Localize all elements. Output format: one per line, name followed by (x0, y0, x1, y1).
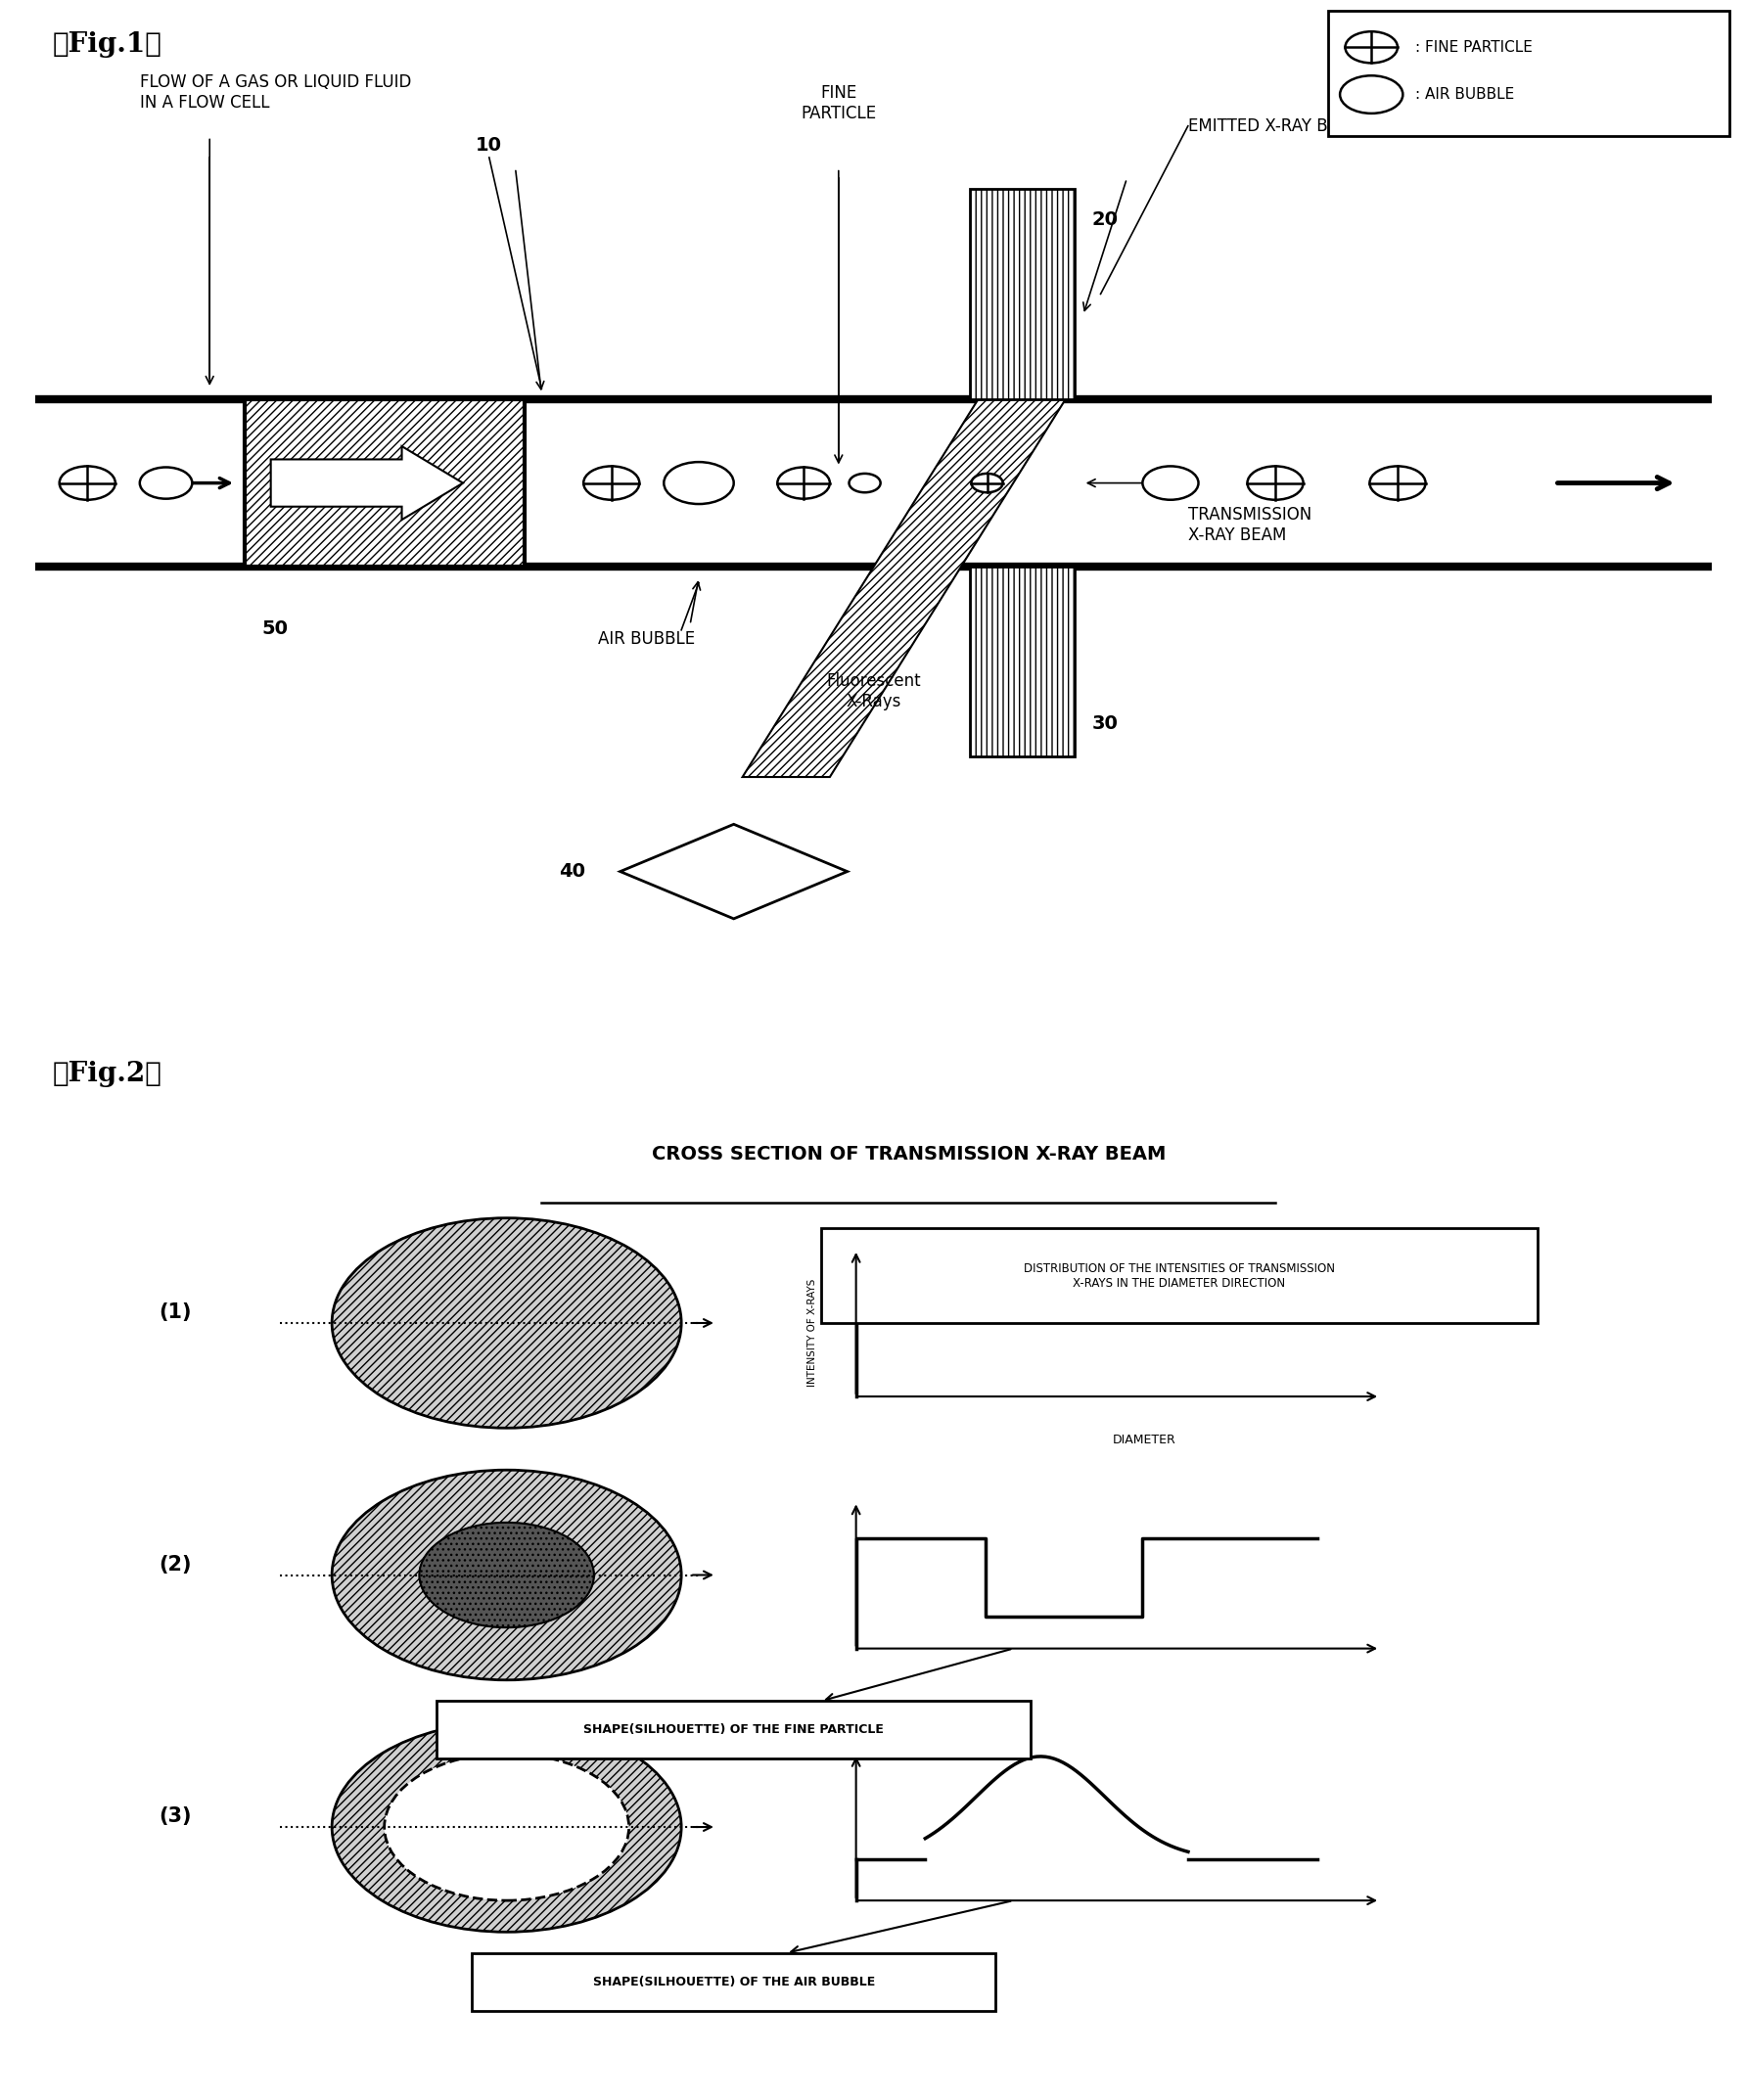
Circle shape (1370, 466, 1426, 500)
Circle shape (849, 473, 880, 491)
Ellipse shape (419, 1522, 594, 1628)
Bar (472, 1953, 996, 2012)
Circle shape (1247, 466, 1303, 500)
Bar (970, 189, 1074, 399)
Bar (245, 399, 524, 567)
Text: FLOW OF A GAS OR LIQUID FLUID
IN A FLOW CELL: FLOW OF A GAS OR LIQUID FLUID IN A FLOW … (140, 74, 411, 111)
Circle shape (1143, 466, 1198, 500)
Text: (2): (2) (159, 1554, 190, 1575)
Bar (437, 1701, 1031, 1760)
Text: : AIR BUBBLE: : AIR BUBBLE (1415, 88, 1515, 101)
Circle shape (140, 466, 192, 500)
Text: DIAMETER: DIAMETER (1113, 1432, 1176, 1447)
Bar (970, 189, 1074, 399)
Circle shape (1340, 76, 1403, 113)
Ellipse shape (332, 1470, 681, 1680)
Text: DISTRIBUTION OF THE INTENSITIES OF TRANSMISSION
X-RAYS IN THE DIAMETER DIRECTION: DISTRIBUTION OF THE INTENSITIES OF TRANS… (1024, 1262, 1335, 1289)
Text: : FINE PARTICLE: : FINE PARTICLE (1415, 40, 1532, 55)
Text: TRANSMISSION
X-RAY BEAM: TRANSMISSION X-RAY BEAM (1188, 506, 1312, 544)
Ellipse shape (384, 1754, 629, 1901)
Text: AIR BUBBLE: AIR BUBBLE (597, 630, 695, 647)
Circle shape (971, 473, 1003, 491)
Circle shape (583, 466, 639, 500)
Ellipse shape (332, 1722, 681, 1932)
Text: (3): (3) (159, 1806, 190, 1827)
Text: SHAPE(SILHOUETTE) OF THE FINE PARTICLE: SHAPE(SILHOUETTE) OF THE FINE PARTICLE (583, 1724, 884, 1737)
Circle shape (59, 466, 115, 500)
Text: 20: 20 (1092, 210, 1118, 229)
Bar (1328, 10, 1730, 136)
Ellipse shape (332, 1218, 681, 1428)
Text: 「Fig.1」: 「Fig.1」 (52, 32, 162, 59)
Text: FINE
PARTICLE: FINE PARTICLE (800, 84, 877, 122)
Text: 40: 40 (559, 863, 585, 880)
Text: SHAPE(SILHOUETTE) OF THE AIR BUBBLE: SHAPE(SILHOUETTE) OF THE AIR BUBBLE (592, 1976, 875, 1989)
Text: 「Fig.2」: 「Fig.2」 (52, 1060, 162, 1088)
Circle shape (664, 462, 734, 504)
Circle shape (777, 466, 830, 500)
Circle shape (1345, 32, 1398, 63)
FancyArrow shape (271, 447, 463, 521)
Text: CROSS SECTION OF TRANSMISSION X-RAY BEAM: CROSS SECTION OF TRANSMISSION X-RAY BEAM (652, 1145, 1165, 1163)
Bar (970, 567, 1074, 756)
Text: 10: 10 (475, 136, 503, 155)
Text: INTENSITY OF X-RAYS: INTENSITY OF X-RAYS (807, 1279, 818, 1386)
Bar (821, 1228, 1537, 1323)
Text: 50: 50 (262, 620, 288, 638)
Bar (245, 399, 524, 567)
Text: EMITTED X-RAY BEAM: EMITTED X-RAY BEAM (1188, 118, 1363, 134)
Polygon shape (742, 399, 1066, 777)
Text: (1): (1) (159, 1302, 190, 1323)
Text: Fluorescent
X-Rays: Fluorescent X-Rays (826, 672, 921, 710)
Bar (970, 567, 1074, 756)
Polygon shape (620, 825, 847, 920)
Text: 30: 30 (1092, 714, 1118, 733)
